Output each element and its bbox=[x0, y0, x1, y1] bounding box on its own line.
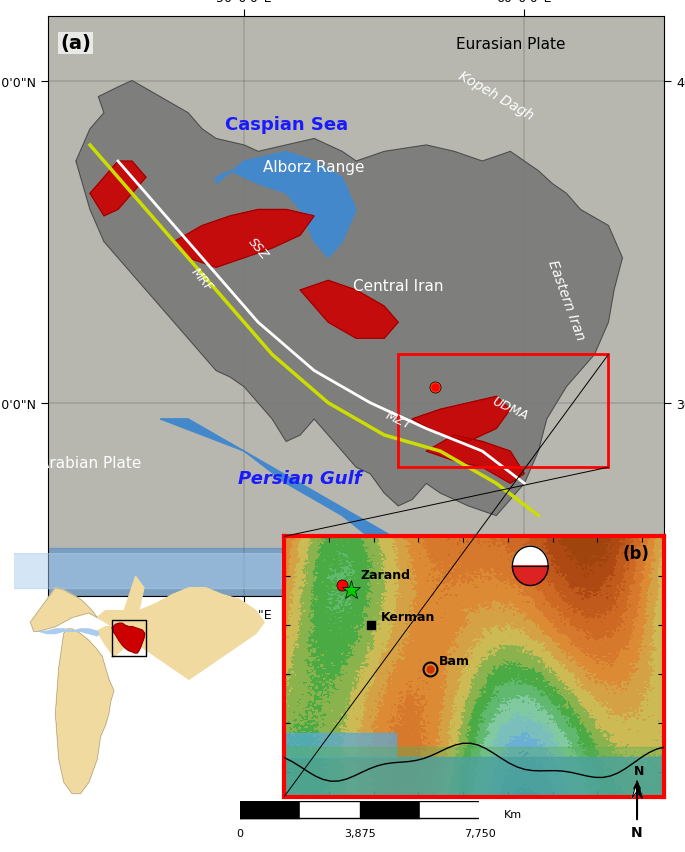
Polygon shape bbox=[39, 629, 99, 636]
Text: Persian Gulf: Persian Gulf bbox=[238, 469, 362, 487]
Polygon shape bbox=[426, 435, 524, 484]
Text: (b): (b) bbox=[623, 544, 649, 562]
Text: 3,875: 3,875 bbox=[344, 828, 375, 838]
Polygon shape bbox=[90, 162, 146, 216]
Polygon shape bbox=[112, 624, 145, 653]
Polygon shape bbox=[216, 153, 356, 258]
Text: MRF: MRF bbox=[188, 265, 216, 294]
Polygon shape bbox=[55, 629, 114, 794]
Text: N: N bbox=[634, 764, 644, 778]
Bar bbox=[398, 355, 608, 468]
Text: Eastern Iran: Eastern Iran bbox=[545, 258, 588, 342]
Text: UDMA: UDMA bbox=[490, 394, 530, 423]
Text: Arabian Plate: Arabian Plate bbox=[39, 456, 141, 470]
Text: Alborz Range: Alborz Range bbox=[264, 159, 365, 175]
Polygon shape bbox=[30, 588, 97, 631]
Text: (a): (a) bbox=[60, 34, 91, 54]
Text: Bam: Bam bbox=[438, 654, 470, 667]
Text: 7,750: 7,750 bbox=[464, 828, 495, 838]
Text: SSZ: SSZ bbox=[245, 235, 271, 262]
Polygon shape bbox=[174, 210, 314, 268]
Text: Eurasian Plate: Eurasian Plate bbox=[456, 37, 565, 52]
Text: N: N bbox=[632, 826, 643, 839]
Polygon shape bbox=[512, 547, 548, 567]
Text: MZT: MZT bbox=[383, 409, 413, 432]
Polygon shape bbox=[632, 781, 637, 798]
Polygon shape bbox=[97, 577, 144, 657]
Text: Kopeh Dagh: Kopeh Dagh bbox=[456, 69, 536, 123]
Text: Zarand: Zarand bbox=[360, 568, 410, 581]
Polygon shape bbox=[76, 82, 623, 516]
Polygon shape bbox=[412, 397, 510, 442]
Text: Central Iran: Central Iran bbox=[353, 279, 443, 294]
Polygon shape bbox=[97, 588, 264, 680]
Text: Km: Km bbox=[503, 809, 521, 820]
Text: Kerman: Kerman bbox=[380, 610, 435, 623]
Polygon shape bbox=[300, 281, 398, 339]
Polygon shape bbox=[512, 567, 548, 586]
Text: Caspian Sea: Caspian Sea bbox=[225, 116, 348, 134]
Polygon shape bbox=[637, 781, 642, 798]
Text: Makran: Makran bbox=[468, 536, 525, 551]
Text: 0: 0 bbox=[236, 828, 243, 838]
Polygon shape bbox=[160, 419, 454, 580]
